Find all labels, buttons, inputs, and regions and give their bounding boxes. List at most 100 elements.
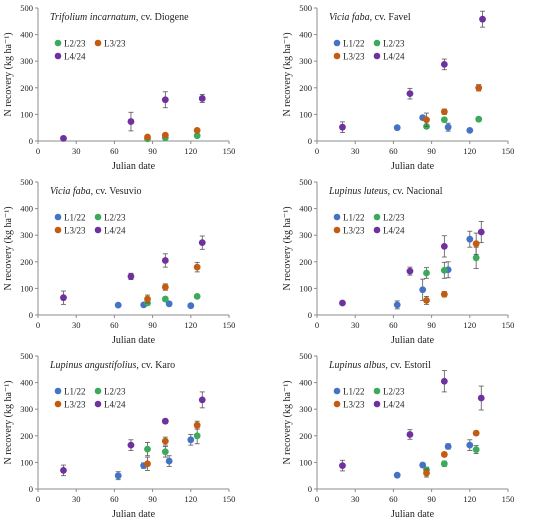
- x-tick-label: 120: [184, 146, 197, 156]
- y-tick-label: 0: [29, 484, 33, 494]
- panel-title-cultivar: , cv. Karo: [136, 360, 175, 371]
- legend-label: L3/23: [343, 399, 365, 409]
- data-point: [393, 124, 401, 132]
- legend-marker: [373, 387, 381, 395]
- legend: L1/22 L2/23 L3/23 L4/24: [54, 386, 126, 409]
- legend-label: L4/24: [104, 225, 126, 235]
- data-point: [127, 273, 135, 280]
- x-tick-label: 150: [223, 320, 236, 330]
- legend-label: L4/24: [383, 51, 405, 61]
- y-tick-label: 0: [308, 310, 312, 320]
- panel-title: Trifolium incarnatum, cv. Diogene: [50, 12, 189, 23]
- x-tick-label: 30: [351, 494, 360, 504]
- series-L3-23: [144, 420, 201, 471]
- legend-label: L4/24: [104, 399, 126, 409]
- data-point: [477, 228, 485, 236]
- data-point: [165, 300, 173, 308]
- x-tick-label: 120: [463, 146, 476, 156]
- panel-title: Lupinus angustifolius, cv. Karo: [49, 360, 175, 371]
- legend-marker: [94, 400, 102, 408]
- legend-marker: [373, 52, 381, 60]
- series-L3-23: [423, 232, 480, 305]
- y-tick-label: 500: [20, 177, 33, 187]
- data-point: [193, 126, 201, 134]
- y-tick-label: 0: [308, 484, 312, 494]
- legend-marker: [94, 39, 102, 47]
- data-point: [339, 299, 346, 307]
- legend-label: L3/23: [64, 225, 86, 235]
- x-tick-label: 150: [223, 146, 236, 156]
- data-point: [466, 441, 474, 449]
- panel-title-cultivar: , cv. Estoril: [385, 360, 431, 371]
- legend-label: L3/23: [343, 225, 365, 235]
- data-point: [127, 441, 135, 449]
- y-axis-title: N recovery (kg ha⁻¹): [3, 380, 14, 464]
- data-point: [161, 437, 169, 445]
- data-point: [444, 443, 452, 450]
- series-L1-22: [393, 439, 474, 479]
- series-L1-22: [393, 230, 474, 310]
- y-tick-label: 400: [299, 378, 312, 388]
- data-point: [466, 126, 474, 134]
- series-L3-23: [423, 429, 480, 478]
- x-axis-title: Julian date: [112, 335, 156, 346]
- legend-marker: [373, 226, 381, 234]
- data-point: [144, 133, 151, 141]
- y-tick-label: 300: [20, 56, 33, 66]
- data-point: [161, 283, 169, 291]
- legend-marker: [373, 39, 381, 47]
- legend-label: L1/22: [343, 212, 365, 222]
- legend-label: L2/23: [104, 212, 126, 222]
- legend-marker: [333, 400, 341, 408]
- x-tick-label: 90: [148, 320, 157, 330]
- data-point: [472, 240, 480, 248]
- series-L4-24: [339, 10, 486, 133]
- legend-label: L1/22: [343, 38, 365, 48]
- y-tick-label: 300: [299, 404, 312, 414]
- legend-marker: [94, 387, 102, 395]
- data-point: [440, 116, 448, 124]
- x-tick-label: 90: [427, 494, 436, 504]
- panel-title-cultivar: , cv. Vesuvio: [91, 186, 142, 197]
- series-L1-22: [393, 114, 474, 134]
- y-tick-label: 300: [299, 230, 312, 240]
- data-point: [419, 286, 427, 294]
- panel-title-cultivar: , cv. Diogene: [136, 12, 189, 23]
- x-axis-title: Julian date: [391, 509, 435, 520]
- y-tick-label: 500: [299, 351, 312, 361]
- y-tick-label: 400: [20, 204, 33, 214]
- data-point: [440, 108, 448, 116]
- legend-label: L2/23: [383, 212, 405, 222]
- legend-label: L3/23: [104, 38, 126, 48]
- legend: L1/22 L2/23 L3/23 L4/24: [54, 212, 126, 235]
- data-point: [475, 84, 483, 92]
- data-point: [440, 290, 448, 298]
- legend: L1/22 L2/23 L3/23 L4/24: [333, 212, 405, 235]
- x-tick-label: 150: [502, 320, 515, 330]
- legend: L1/22 L2/23 L3/23 L4/24: [333, 38, 405, 61]
- data-point: [406, 90, 414, 98]
- y-tick-label: 100: [20, 109, 33, 119]
- panel-title-species: Vicia faba: [329, 12, 370, 23]
- data-point: [423, 469, 430, 477]
- x-tick-label: 0: [315, 146, 319, 156]
- x-tick-label: 30: [72, 320, 81, 330]
- x-tick-label: 0: [315, 320, 319, 330]
- data-point: [475, 115, 483, 123]
- series-L4-24: [60, 235, 206, 305]
- data-point: [393, 301, 401, 309]
- x-tick-label: 0: [36, 320, 40, 330]
- data-point: [161, 295, 169, 303]
- data-point: [187, 436, 195, 444]
- data-point: [144, 445, 151, 453]
- y-tick-label: 200: [299, 257, 312, 267]
- y-tick-label: 200: [20, 257, 33, 267]
- legend-marker: [94, 213, 102, 221]
- data-point: [114, 301, 122, 309]
- legend: L1/22 L2/23 L3/23 L4/24: [333, 386, 405, 409]
- series-L2-23: [423, 445, 480, 474]
- data-point: [193, 421, 201, 429]
- x-tick-label: 120: [463, 494, 476, 504]
- x-tick-label: 120: [184, 494, 197, 504]
- series-L2-23: [423, 115, 483, 130]
